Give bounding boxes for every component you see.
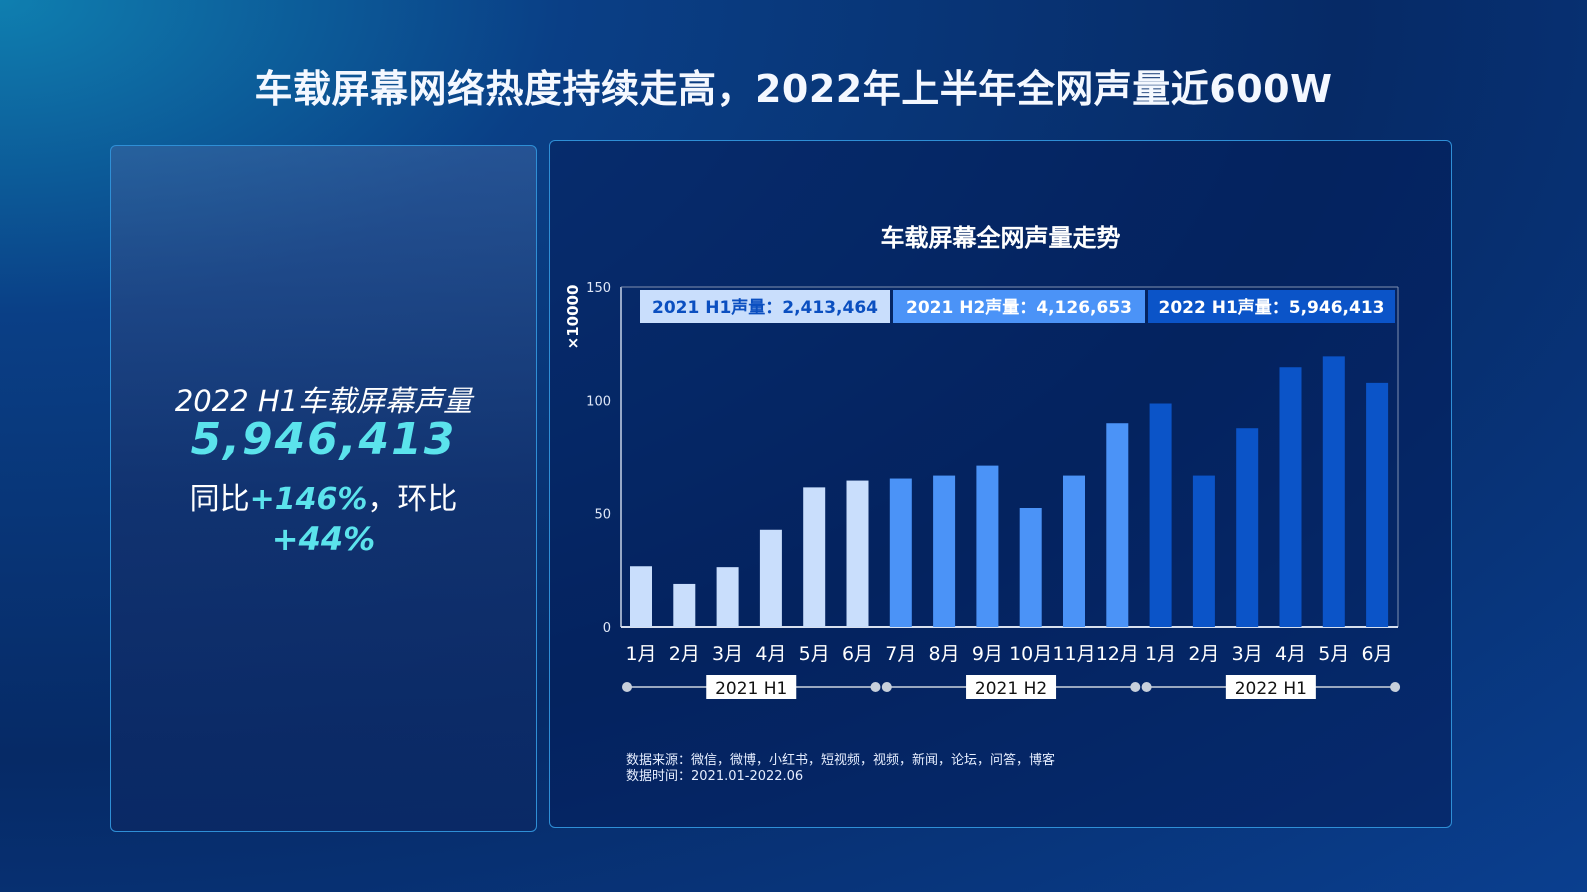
legend-box [640,290,890,323]
period-end-dot [1390,682,1401,692]
x-tick-label: 12月 [1096,643,1139,665]
summary-label: 2022 H1车载屏幕声量 [174,384,473,418]
bar [1322,356,1345,627]
bar [1279,367,1302,627]
period-label-box [966,675,1057,699]
y-tick-label: 50 [594,508,611,523]
bar [1366,382,1389,627]
period-end-dot [870,682,881,692]
period-start-dot [881,682,892,692]
period-label: 2022 H1 [1235,679,1307,699]
bar [630,566,652,627]
bar [759,529,782,627]
x-tick-label: 11月 [1052,643,1095,665]
bar [1106,423,1129,627]
bar [1236,428,1259,627]
y-tick-label: 0 [603,621,611,636]
yoy-label: 同比 [189,482,250,517]
bar [933,475,956,627]
x-tick-label: 2月 [1188,643,1219,665]
x-tick-label: 1月 [1145,643,1176,665]
source-line: 数据来源：微信，微博，小红书，短视频，视频，新闻，论坛，问答，博客 [626,753,1056,768]
x-tick-label: 9月 [972,643,1003,665]
x-tick-label: 6月 [842,643,873,665]
period-label-box [706,675,797,699]
legend-box [893,290,1145,323]
bar [1149,403,1172,627]
x-tick-label: 7月 [885,643,916,665]
mom-label: 环比 [397,482,458,517]
bar [803,487,826,627]
x-tick-label: 8月 [929,643,960,665]
legend-label: 2021 H1声量：2,413,464 [652,297,878,318]
bar [976,465,999,627]
x-tick-label: 4月 [1275,643,1306,665]
period-start-dot [622,682,632,692]
chart-title: 车载屏幕全网声量走势 [880,224,1121,252]
x-tick-label: 10月 [1009,643,1052,665]
bar [1192,475,1215,627]
period-label: 2021 H2 [975,679,1047,699]
x-tick-label: 1月 [625,643,656,665]
summary-value: 5,946,413 [190,414,457,465]
bar [846,480,869,627]
period-end-dot [1130,682,1141,692]
x-tick-label: 4月 [755,643,786,665]
page-title: 车载屏幕网络热度持续走高，2022年上半年全网声量近600W [254,67,1333,111]
bar [716,567,739,627]
y-tick-label: 100 [586,394,611,409]
x-tick-label: 3月 [712,643,743,665]
legend-label: 2021 H2声量：4,126,653 [906,297,1132,318]
y-axis-label: ×10000 [564,285,582,350]
data-source: 数据来源：微信，微博，小红书，短视频，视频，新闻，论坛，问答，博客 数据时间：2… [626,753,1055,785]
mom-value: +44% [271,520,376,558]
legend-box [1148,290,1395,323]
bar [1019,508,1042,627]
bar [889,478,912,627]
period-label: 2021 H1 [715,679,787,699]
x-tick-label: 2月 [669,643,700,665]
summary-panel: 2022 H1车载屏幕声量 5,946,413 同比+146%，环比 +44% [110,145,537,832]
x-tick-label: 5月 [799,643,830,665]
x-tick-label: 3月 [1232,643,1263,665]
x-tick-label: 5月 [1318,643,1349,665]
y-tick-label: 150 [586,281,611,296]
summary-growth: 同比+146%，环比 [111,474,536,518]
x-tick-label: 6月 [1362,643,1393,665]
period-label-box [1225,675,1316,699]
bar [673,583,696,627]
period-start-dot [1141,682,1152,692]
legend-label: 2022 H1声量：5,946,413 [1158,297,1384,318]
bar [1063,475,1085,627]
separator: ， [367,482,398,517]
date-range-line: 数据时间：2021.01-2022.06 [626,769,804,784]
yoy-value: +146% [249,482,368,517]
